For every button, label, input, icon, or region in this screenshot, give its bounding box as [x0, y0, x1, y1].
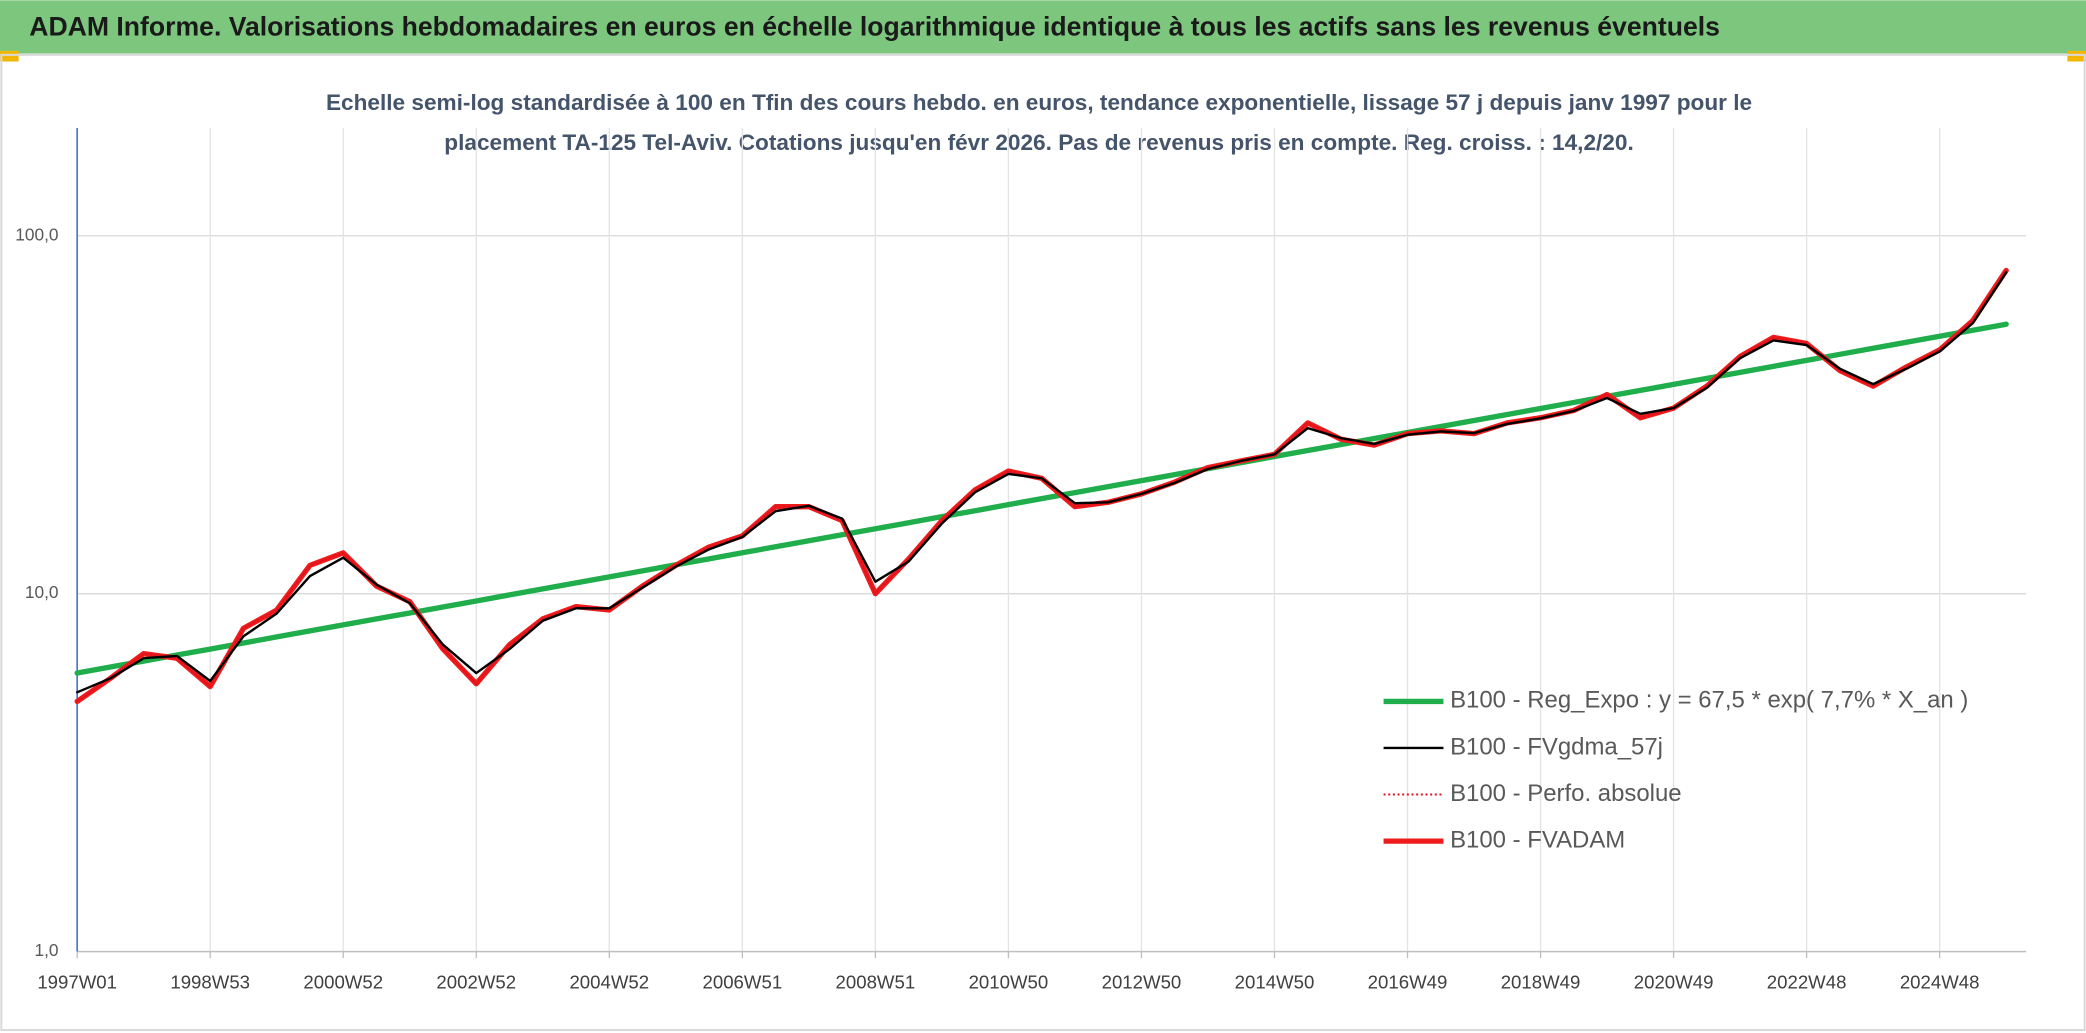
- y-tick-label: 1,0: [35, 940, 59, 960]
- y-tick-label: 100,0: [15, 224, 58, 244]
- x-tick-label: 2004W52: [569, 971, 649, 992]
- chart-title: ADAM Informe. Valorisations hebdomadaire…: [29, 11, 1720, 41]
- x-tick-label: 2022W48: [1767, 971, 1847, 992]
- series-line: [74, 321, 2009, 676]
- x-tick-label: 2018W49: [1501, 971, 1581, 992]
- x-tick-label: 2016W49: [1368, 971, 1448, 992]
- legend-label: B100 - FVADAM: [1450, 826, 1625, 853]
- x-tick-label: 2014W50: [1235, 971, 1315, 992]
- legend-label: B100 - FVgdma_57j: [1450, 733, 1663, 760]
- chart-border: [0, 53, 2086, 1032]
- x-tick-label: 2024W48: [1900, 971, 1980, 992]
- x-tick-label: 2002W52: [436, 971, 516, 992]
- corner-mark: [2067, 50, 2086, 62]
- x-tick-label: 2000W52: [303, 971, 383, 992]
- legend-label: B100 - Reg_Expo : y = 67,5 * exp( 7,7% *…: [1450, 687, 1968, 714]
- x-tick-label: 1997W01: [37, 971, 117, 992]
- x-tick-label: 2008W51: [836, 971, 916, 992]
- x-tick-label: 2012W50: [1102, 971, 1182, 992]
- chart-subtitle: Echelle semi-log standardisée à 100 en T…: [326, 90, 1752, 115]
- corner-mark: [0, 50, 19, 62]
- x-tick-label: 1998W53: [170, 971, 250, 992]
- legend-label: B100 - Perfo. absolue: [1450, 780, 1682, 807]
- y-tick-label: 10,0: [25, 582, 59, 602]
- x-tick-label: 2020W49: [1634, 971, 1714, 992]
- x-tick-label: 2006W51: [703, 971, 783, 992]
- chart-subtitle: placement TA-125 Tel-Aviv. Cotations jus…: [444, 130, 1633, 155]
- x-tick-label: 2010W50: [969, 971, 1049, 992]
- header-bar: [0, 0, 2086, 54]
- series-line: [75, 271, 2008, 694]
